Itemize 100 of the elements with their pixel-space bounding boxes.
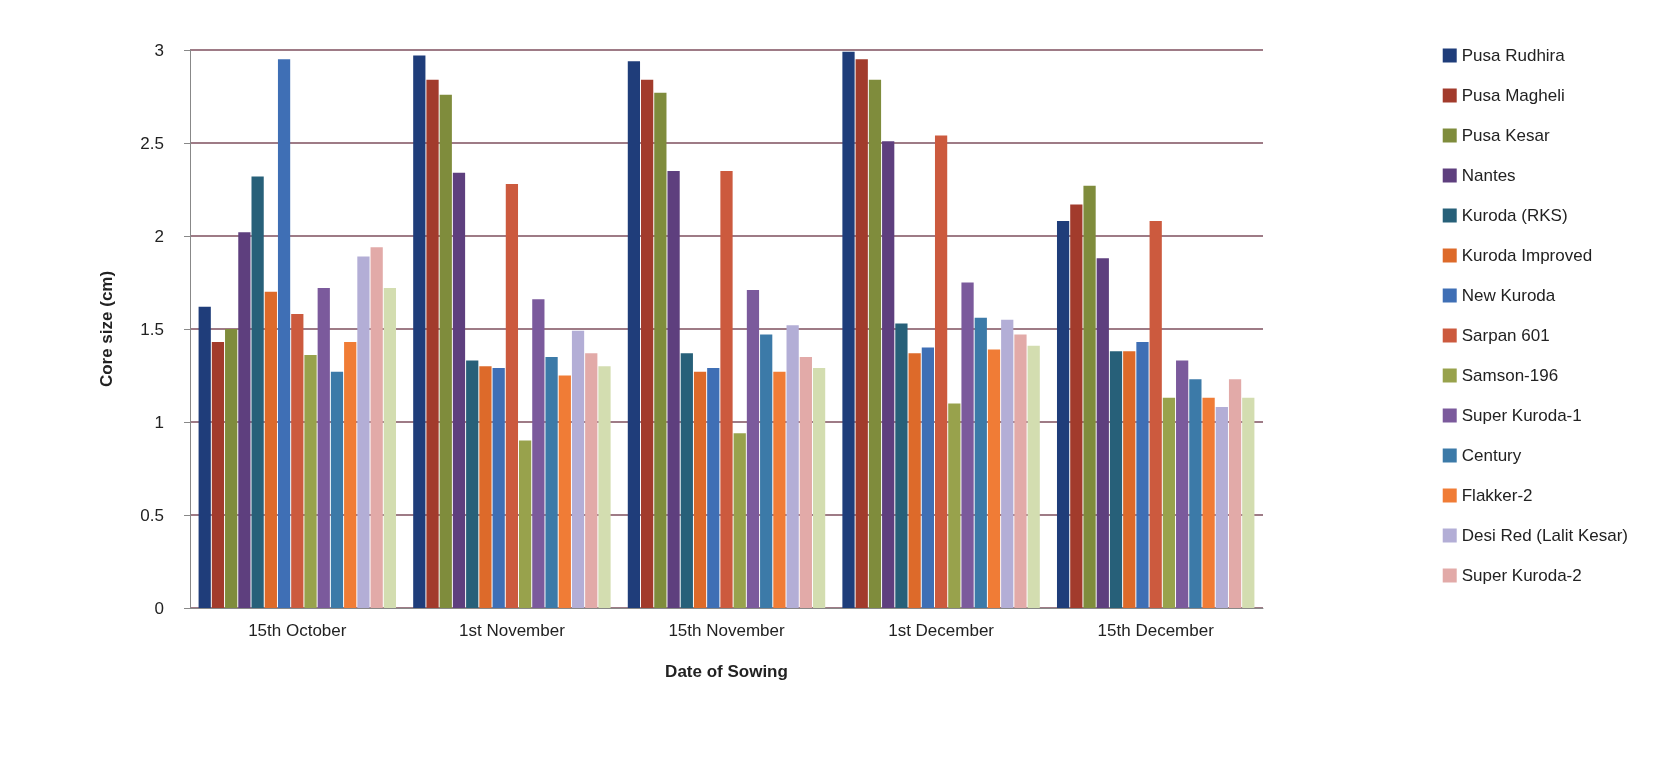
bar xyxy=(733,433,746,608)
bar xyxy=(1001,319,1014,608)
bar xyxy=(974,317,987,608)
legend-label: New Kuroda xyxy=(1461,286,1556,305)
bar xyxy=(225,329,238,608)
bar xyxy=(1162,397,1176,608)
bar xyxy=(654,92,667,608)
bar xyxy=(598,366,611,608)
bar xyxy=(532,299,545,608)
bar xyxy=(1189,379,1202,608)
bar xyxy=(812,368,826,608)
y-tick-label: 3 xyxy=(154,40,164,60)
bar xyxy=(1109,351,1123,608)
legend-label: Desi Red (Lalit Kesar) xyxy=(1461,526,1628,545)
y-tick-label: 2.5 xyxy=(140,133,164,153)
legend-label: Flakker-2 xyxy=(1461,486,1533,505)
y-tick-label: 0 xyxy=(154,598,164,618)
y-axis-title: Core size (cm) xyxy=(97,270,116,388)
bar xyxy=(1228,379,1242,608)
bar xyxy=(1096,258,1109,608)
bar xyxy=(1123,351,1136,608)
legend-label: Sarpan 601 xyxy=(1461,326,1550,345)
bar xyxy=(413,55,426,608)
bar xyxy=(921,347,934,608)
bar xyxy=(693,371,707,608)
bar xyxy=(357,256,370,608)
legend-label: Kuroda Improved xyxy=(1461,246,1593,265)
bar xyxy=(641,79,654,608)
bar xyxy=(304,355,317,608)
bar xyxy=(1242,397,1255,608)
bar xyxy=(707,368,720,608)
bar xyxy=(505,183,519,608)
bar xyxy=(344,342,357,608)
bar xyxy=(264,291,277,608)
x-tick-label: 15th December xyxy=(1097,621,1215,640)
bar xyxy=(492,368,505,608)
bar xyxy=(439,94,452,608)
legend-label: Super Kuroda-2 xyxy=(1461,566,1582,585)
bar xyxy=(908,353,921,608)
bar xyxy=(426,79,439,608)
bar xyxy=(961,282,974,608)
bar xyxy=(1027,345,1040,608)
y-tick-label: 2 xyxy=(154,226,164,246)
bar xyxy=(545,356,558,608)
bar xyxy=(882,141,895,608)
bar xyxy=(720,170,733,608)
bar xyxy=(198,306,211,608)
legend-label: Super Kuroda-1 xyxy=(1461,406,1582,425)
bar xyxy=(370,247,383,608)
bar xyxy=(1176,360,1189,608)
bar xyxy=(291,314,304,608)
x-tick-label: 1st November xyxy=(458,621,566,640)
bar xyxy=(1136,342,1149,608)
bar xyxy=(1149,221,1162,608)
bar xyxy=(317,288,330,608)
bar xyxy=(558,375,571,608)
x-axis-title: Date of Sowing xyxy=(665,662,788,681)
y-tick-label: 1 xyxy=(154,412,164,432)
bar xyxy=(1014,334,1027,608)
bar xyxy=(799,356,812,608)
legend-label: Kuroda (RKS) xyxy=(1461,206,1568,225)
legend-label: Nantes xyxy=(1461,166,1516,185)
bar xyxy=(934,135,948,608)
bar xyxy=(330,371,344,608)
bar xyxy=(868,79,882,608)
x-tick-label: 1st December xyxy=(888,621,995,640)
bar xyxy=(627,61,641,608)
x-tick-label: 15th November xyxy=(668,621,785,640)
bar xyxy=(383,288,397,608)
bar xyxy=(1056,221,1070,608)
bar xyxy=(585,353,598,608)
y-tick-label: 0.5 xyxy=(140,505,164,525)
bar xyxy=(1215,407,1228,608)
bar xyxy=(571,330,585,608)
bar xyxy=(1202,397,1215,608)
bar xyxy=(277,59,291,608)
bar xyxy=(842,51,855,608)
bar xyxy=(251,176,264,608)
bar xyxy=(895,323,908,608)
bar xyxy=(238,232,251,608)
x-tick-label: 15th October xyxy=(248,621,347,640)
legend-label: Pusa Magheli xyxy=(1461,86,1565,105)
y-tick-label: 1.5 xyxy=(140,319,164,339)
bar xyxy=(746,289,760,608)
bar xyxy=(479,366,492,608)
bar xyxy=(1083,185,1096,608)
bar xyxy=(211,342,225,608)
bar xyxy=(466,360,479,608)
legend-label: Pusa Rudhira xyxy=(1461,46,1566,65)
bar xyxy=(667,170,680,608)
bar xyxy=(948,403,961,608)
bar xyxy=(760,334,773,608)
legend-label: Samson-196 xyxy=(1461,366,1559,385)
bar xyxy=(786,325,799,608)
bar xyxy=(519,440,532,608)
bar xyxy=(855,59,868,608)
bar xyxy=(452,172,466,608)
bar xyxy=(773,371,786,608)
bar xyxy=(987,349,1001,608)
bar xyxy=(680,353,693,608)
